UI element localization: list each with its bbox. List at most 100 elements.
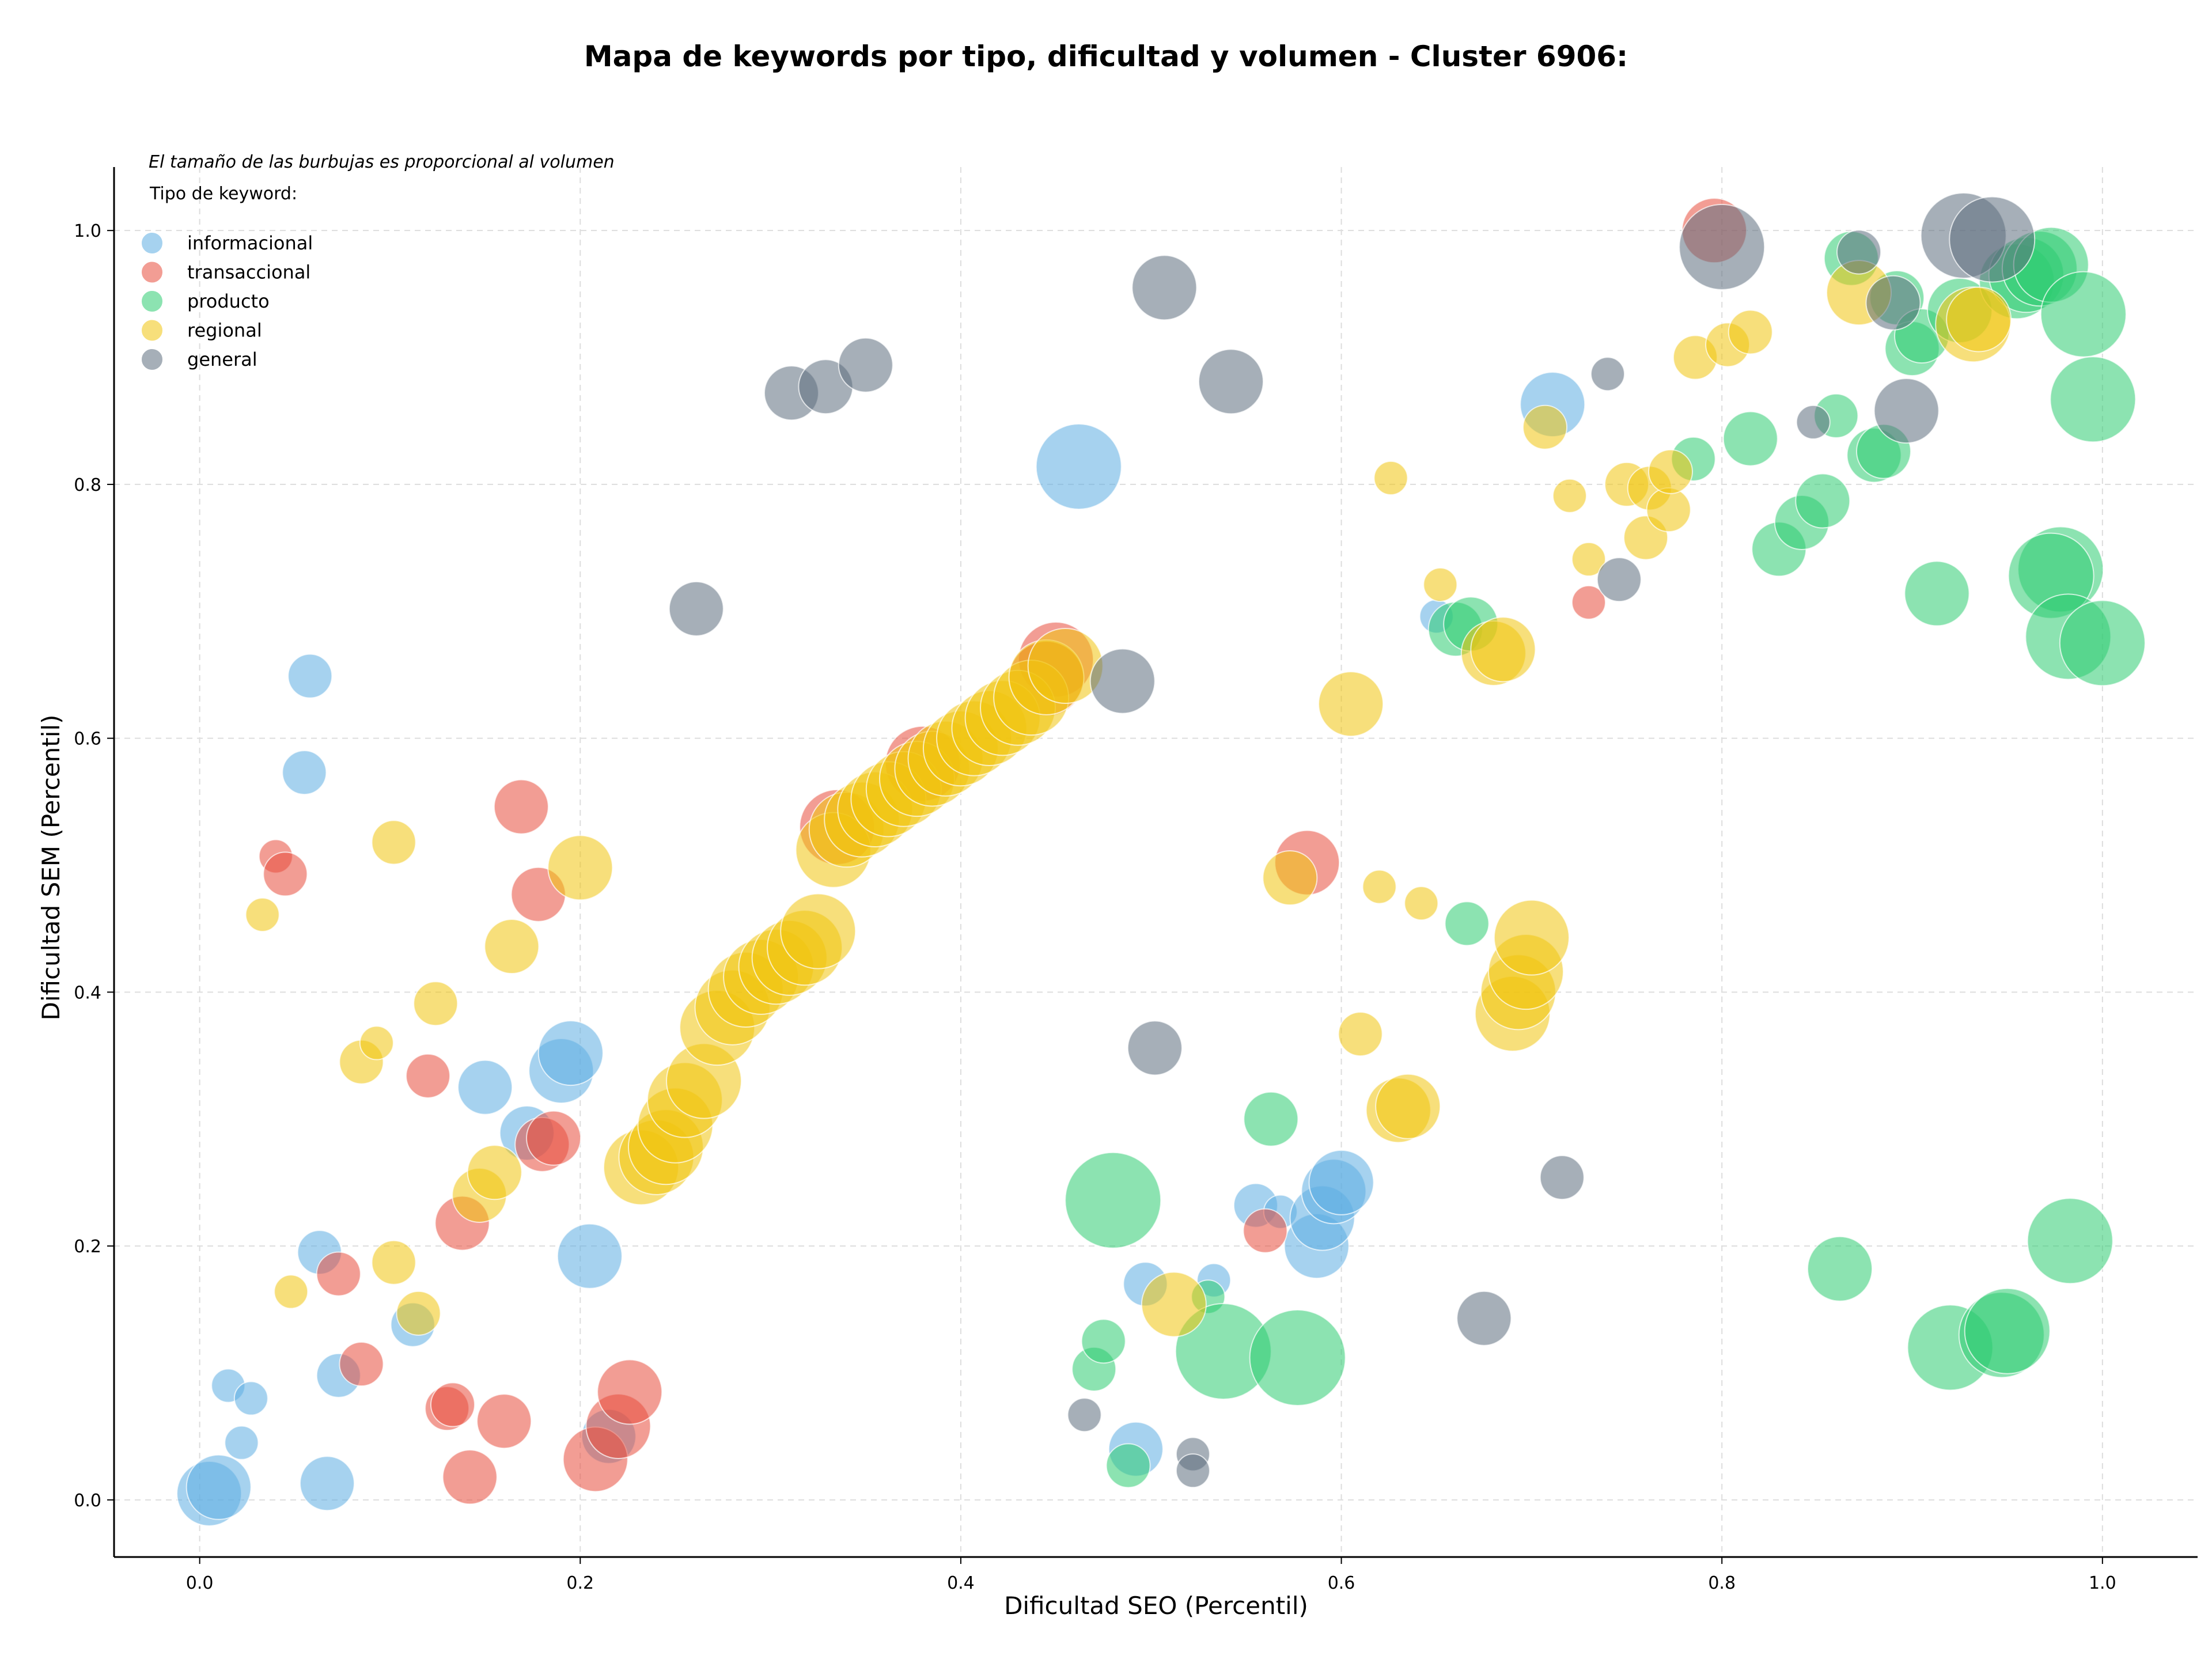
bubble-regional [1728, 309, 1773, 355]
bubble-general [1127, 1020, 1183, 1076]
bubble-regional [274, 1274, 309, 1309]
bubble-informacional [537, 1020, 604, 1086]
grid [114, 167, 2198, 1557]
bubble-general [1865, 275, 1921, 331]
bubble-producto [1795, 473, 1851, 529]
bubble-general [1949, 196, 2036, 283]
bubble-regional [371, 820, 416, 865]
bubble-general [1596, 557, 1642, 603]
x-axis-label: Dificultad SEO (Percentil) [1004, 1592, 1308, 1620]
bubble-regional [1493, 899, 1570, 976]
bubble-regional [1648, 449, 1694, 494]
bubble-regional [1141, 1271, 1207, 1338]
bubble-producto [2027, 1198, 2113, 1285]
bubble-regional [1404, 886, 1439, 921]
y-tick-label: 0.8 [74, 475, 101, 495]
bubble-general [1456, 1290, 1512, 1346]
bubble-general [1539, 1155, 1585, 1200]
bubble-informacional [556, 1223, 623, 1289]
bubble-general [1590, 357, 1626, 392]
y-tick-label: 1.0 [74, 221, 101, 241]
legend-marker-transaccional [141, 260, 164, 284]
legend-marker-regional [141, 319, 164, 342]
bubble-transaccional [493, 779, 549, 835]
bubble-transaccional [1571, 585, 1606, 620]
bubble-general [1175, 1453, 1210, 1488]
bubble-producto [1904, 560, 1970, 627]
legend-marker-general [141, 348, 164, 371]
bubble-regional [467, 1145, 522, 1200]
x-tick-label: 0.6 [1328, 1573, 1355, 1593]
y-axis-label: Dificultad SEM (Percentil) [37, 715, 65, 1021]
bubble-informacional [233, 1381, 268, 1416]
bubble-informacional [1035, 423, 1122, 510]
bubble-producto [2050, 356, 2137, 443]
bubble-regional [1522, 404, 1568, 450]
bubble-transaccional [406, 1053, 451, 1098]
bubble-transaccional [263, 851, 308, 897]
bubble-producto [1806, 1236, 1873, 1302]
bubble-general [1873, 378, 1940, 444]
bubble-regional [413, 981, 459, 1026]
bubble-informacional [299, 1456, 355, 1512]
bubble-transaccional [442, 1449, 498, 1505]
bubble-regional [371, 1240, 416, 1285]
legend-label-general: general [187, 348, 257, 370]
bubble-regional [547, 835, 613, 901]
bubble-informacional [224, 1425, 259, 1460]
bubble-regional [1571, 541, 1606, 577]
bubble-regional [1470, 616, 1536, 683]
legend-label-producto: producto [187, 290, 270, 312]
bubble-regional [484, 919, 540, 975]
bubble-producto [2040, 271, 2127, 358]
bubble-transaccional [316, 1251, 361, 1297]
bubble-general [838, 337, 893, 393]
bubble-transaccional [597, 1359, 663, 1425]
bubble-regional [1423, 567, 1458, 603]
bubble-general [1089, 648, 1156, 714]
bubble-general [668, 581, 724, 637]
legend-label-informacional: informacional [187, 232, 313, 254]
bubble-regional [1373, 460, 1408, 495]
y-tick-label: 0.4 [74, 983, 101, 1003]
bubble-transaccional [339, 1342, 384, 1387]
bubble-producto [1249, 1309, 1346, 1407]
bubble-producto [1444, 901, 1490, 946]
bubble-informacional [1308, 1149, 1374, 1215]
bubble-informacional [287, 653, 333, 699]
legend-marker-informacional [141, 232, 164, 255]
bubble-transaccional [526, 1110, 582, 1166]
y-tick-label: 0.6 [74, 729, 101, 749]
x-tick-label: 0.4 [947, 1573, 975, 1593]
legend-title: Tipo de keyword: [149, 184, 297, 204]
bubble-regional [1262, 850, 1318, 906]
x-tick-label: 0.8 [1708, 1573, 1736, 1593]
bubble-informacional [185, 1454, 252, 1520]
y-tick-label: 0.0 [74, 1491, 101, 1511]
bubble-general [1679, 203, 1766, 290]
bubble-general [1067, 1397, 1102, 1433]
bubble-general [1131, 255, 1198, 321]
bubble-transaccional [430, 1382, 475, 1427]
bubble-regional [1552, 478, 1587, 513]
bubble-general [1796, 404, 1831, 440]
bubble-regional [1362, 869, 1397, 904]
legend-note: El tamaño de las burbujas es proporciona… [149, 152, 615, 172]
bubble-regional [1318, 671, 1384, 737]
bubble-producto [1722, 411, 1778, 467]
x-tick-label: 1.0 [2089, 1573, 2116, 1593]
bubble-regional [1375, 1073, 1441, 1139]
bubble-regional [396, 1290, 441, 1336]
bubble-producto [1243, 1091, 1299, 1147]
legend-marker-producto [141, 290, 164, 313]
bubble-producto [1105, 1443, 1151, 1488]
tick-labels: 0.0 0.2 0.4 0.6 0.8 1.0 0.0 0.2 0.4 0.6 0.8 1.0 [74, 221, 2116, 1593]
bubble-general [1198, 348, 1264, 415]
bubble-regional [1646, 487, 1691, 532]
legend-label-transaccional: transaccional [187, 262, 310, 283]
bubble-transaccional [1243, 1208, 1288, 1253]
bubble-producto [1964, 1287, 2051, 1374]
legend-entries: informacional transaccional producto region… [141, 232, 313, 371]
